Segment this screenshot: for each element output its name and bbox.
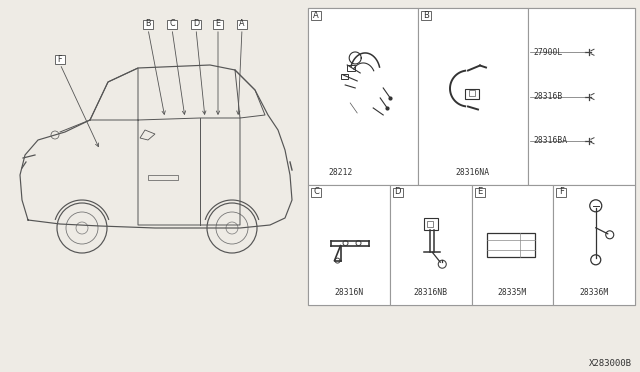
Bar	[167, 19, 177, 29]
Text: 28316N: 28316N	[334, 288, 364, 297]
Text: D: D	[193, 19, 199, 29]
Bar	[347, 65, 355, 71]
Bar	[390, 185, 472, 305]
Bar	[213, 19, 223, 29]
Bar	[311, 187, 321, 196]
Text: X283000B: X283000B	[589, 359, 632, 368]
Text: F: F	[58, 55, 62, 64]
Bar	[474, 187, 484, 196]
Bar	[469, 90, 475, 96]
Bar	[418, 8, 528, 185]
Bar	[311, 10, 321, 19]
Bar	[393, 187, 403, 196]
Bar	[428, 221, 433, 227]
Text: F: F	[559, 187, 564, 196]
Bar	[528, 8, 635, 185]
Text: 28212: 28212	[328, 168, 353, 177]
Text: E: E	[216, 19, 221, 29]
Text: 28336M: 28336M	[579, 288, 609, 297]
Text: 27900L: 27900L	[533, 48, 563, 57]
Bar	[237, 19, 247, 29]
Bar	[488, 233, 536, 257]
Bar	[472, 185, 553, 305]
Text: A: A	[313, 10, 319, 19]
Text: D: D	[394, 187, 401, 196]
Text: C: C	[169, 19, 175, 29]
Text: 28335M: 28335M	[498, 288, 527, 297]
Text: A: A	[239, 19, 244, 29]
Text: 28316NB: 28316NB	[413, 288, 448, 297]
Bar	[556, 187, 566, 196]
Bar	[465, 89, 479, 99]
Bar	[308, 8, 635, 305]
Text: C: C	[313, 187, 319, 196]
Text: B: B	[145, 19, 151, 29]
Bar	[55, 55, 65, 64]
Bar	[143, 19, 153, 29]
Bar	[424, 218, 438, 230]
Text: 28316B: 28316B	[533, 92, 563, 101]
Text: 28316BA: 28316BA	[533, 136, 567, 145]
Bar	[553, 185, 635, 305]
Bar	[421, 10, 431, 19]
Bar	[308, 8, 418, 185]
Text: E: E	[477, 187, 482, 196]
Text: 28316NA: 28316NA	[456, 168, 490, 177]
Text: B: B	[423, 10, 429, 19]
Bar	[191, 19, 201, 29]
Bar	[148, 175, 178, 180]
Bar	[341, 74, 348, 79]
Bar	[308, 185, 390, 305]
